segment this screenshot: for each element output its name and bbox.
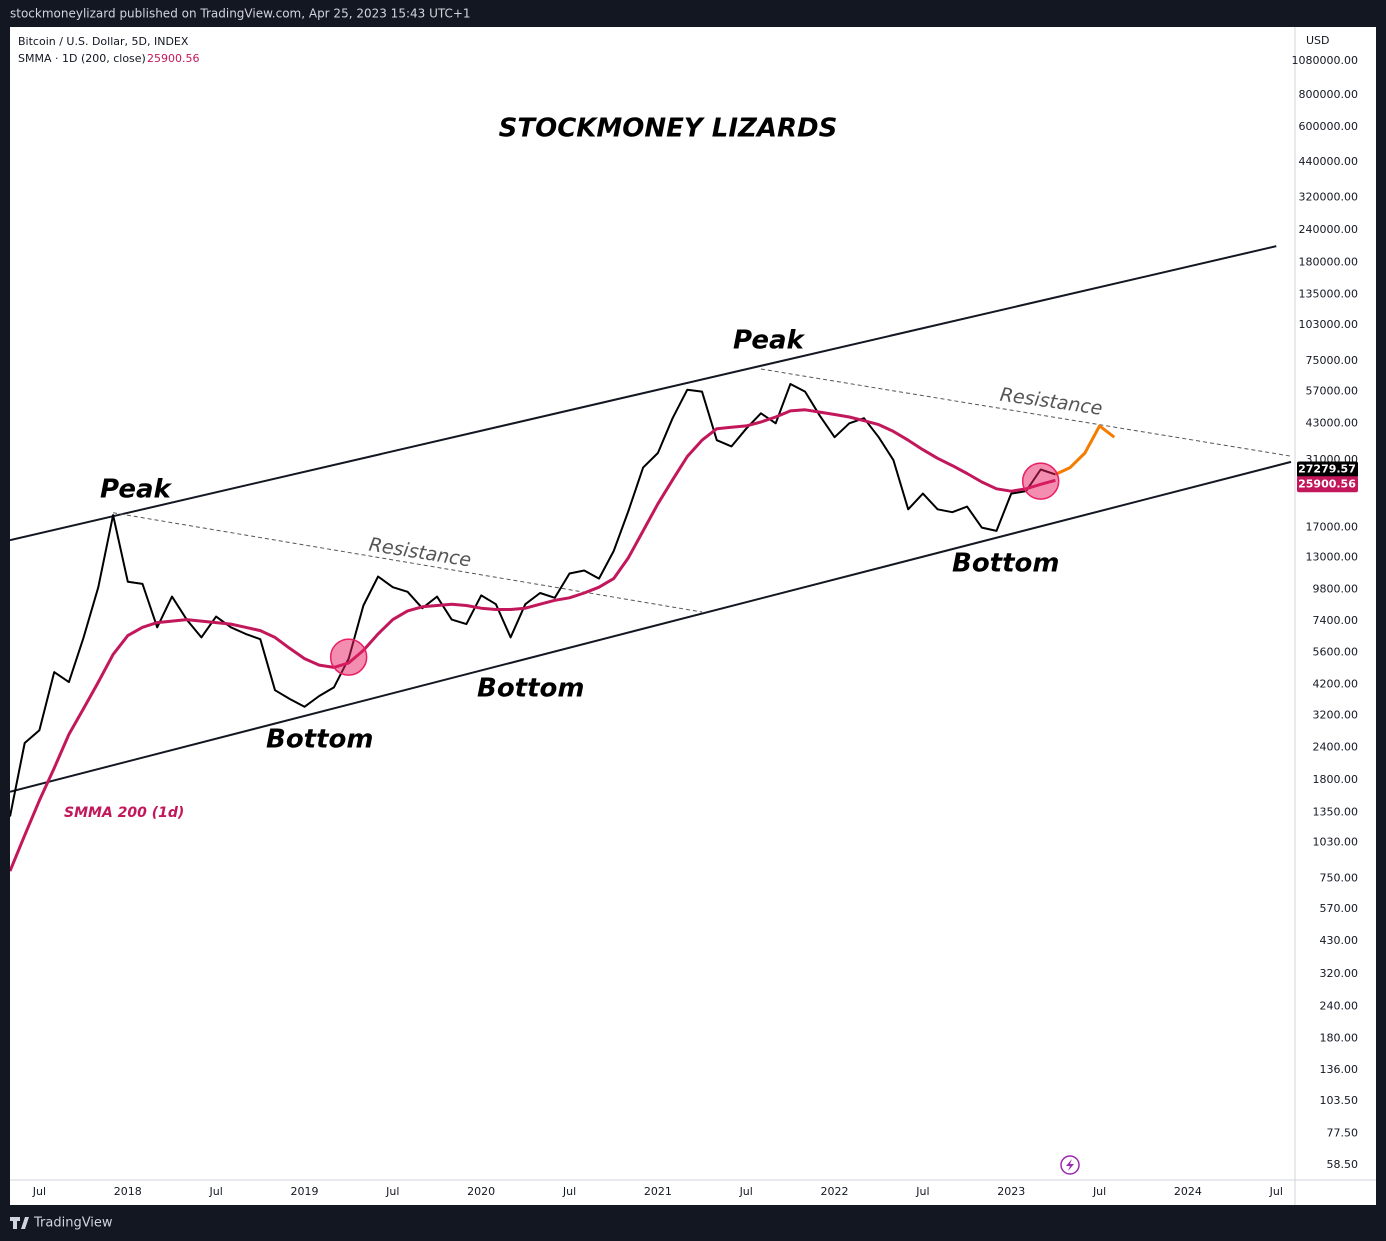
indicator-value: 25900.56 — [147, 52, 200, 65]
channel-line — [10, 460, 1292, 793]
price-box — [1297, 461, 1358, 478]
x-tick-label: Jul — [1269, 1185, 1283, 1198]
y-tick-label: 2400.00 — [1313, 741, 1359, 754]
replay-icon[interactable] — [1060, 1155, 1080, 1175]
y-tick-label: 1350.00 — [1313, 805, 1359, 818]
y-tick-label: 1080000.00 — [1292, 54, 1358, 67]
x-tick-label: 2024 — [1174, 1185, 1202, 1198]
y-tick-label: 57000.00 — [1306, 385, 1359, 398]
symbol-legend: Bitcoin / U.S. Dollar, 5D, INDEX — [18, 35, 189, 48]
highlight-circle — [329, 638, 368, 676]
smma-line — [10, 408, 1056, 872]
peak-label: Peak — [733, 326, 806, 356]
channel-line — [10, 245, 1277, 542]
resistance-line — [760, 368, 1292, 457]
price-box-label: 25900.56 — [1298, 477, 1356, 490]
y-tick-label: 1800.00 — [1313, 773, 1359, 786]
y-tick-label: 13000.00 — [1306, 551, 1359, 564]
x-tick-label: 2019 — [290, 1185, 318, 1198]
forecast-line — [1054, 424, 1116, 476]
y-tick-label: 180.00 — [1320, 1032, 1359, 1045]
x-tick-label: Jul — [32, 1185, 46, 1198]
y-tick-label: 58.50 — [1327, 1158, 1359, 1171]
y-tick-label: 750.00 — [1320, 871, 1359, 884]
y-tick-label: 103000.00 — [1299, 318, 1359, 331]
y-tick-label: 3200.00 — [1313, 708, 1359, 721]
brand: TradingView — [33, 1216, 113, 1231]
x-tick-label: Jul — [562, 1185, 576, 1198]
x-tick-label: 2020 — [467, 1185, 495, 1198]
y-tick-label: 800000.00 — [1299, 88, 1359, 101]
x-tick-label: Jul — [385, 1185, 399, 1198]
y-tick-label: 600000.00 — [1299, 120, 1359, 133]
y-tick-label: 320000.00 — [1299, 191, 1359, 204]
y-tick-label: 135000.00 — [1299, 288, 1359, 301]
x-tick-label: Jul — [915, 1185, 929, 1198]
peak-label: Peak — [100, 475, 173, 505]
x-tick-label: Jul — [208, 1185, 222, 1198]
x-tick-label: 2021 — [644, 1185, 672, 1198]
x-tick-label: 2023 — [997, 1185, 1025, 1198]
y-tick-label: 1030.00 — [1313, 836, 1359, 849]
y-tick-label: 570.00 — [1320, 902, 1359, 915]
y-tick-label: 136.00 — [1320, 1063, 1359, 1076]
indicator-legend: SMMA · 1D (200, close) — [18, 52, 146, 65]
plot-area — [10, 245, 1292, 872]
y-tick-label: 17000.00 — [1306, 521, 1359, 534]
bottom-label: Bottom — [266, 725, 374, 755]
x-tick-label: 2018 — [114, 1185, 142, 1198]
chart-title: STOCKMONEY LIZARDS — [499, 114, 838, 144]
publisher-line: stockmoneylizard published on TradingVie… — [10, 7, 471, 21]
x-tick-label: Jul — [1092, 1185, 1106, 1198]
tradingview-logo[interactable]: TradingView — [10, 1216, 113, 1231]
currency-label: USD — [1306, 34, 1330, 47]
price-line — [10, 383, 1056, 817]
x-tick-label: Jul — [739, 1185, 753, 1198]
y-tick-label: 75000.00 — [1306, 354, 1359, 367]
y-tick-label: 5600.00 — [1313, 645, 1359, 658]
y-tick-label: 180000.00 — [1299, 255, 1359, 268]
y-tick-label: 240.00 — [1320, 999, 1359, 1012]
y-tick-label: 430.00 — [1320, 934, 1359, 947]
y-tick-label: 43000.00 — [1306, 416, 1359, 429]
y-tick-label: 240000.00 — [1299, 223, 1359, 236]
y-tick-label: 103.50 — [1320, 1094, 1359, 1107]
price-box — [1297, 476, 1358, 493]
smma-label: SMMA 200 (1d) — [64, 805, 184, 821]
bottom-label: Bottom — [477, 674, 585, 704]
resistance-line — [112, 512, 703, 613]
y-tick-label: 7400.00 — [1313, 614, 1359, 627]
x-tick-label: 2022 — [821, 1185, 849, 1198]
price-box-label: 27279.57 — [1298, 462, 1356, 475]
y-tick-label: 77.50 — [1327, 1126, 1359, 1139]
highlight-circle — [1021, 462, 1060, 500]
y-tick-label: 440000.00 — [1299, 155, 1359, 168]
y-tick-label: 4200.00 — [1313, 678, 1359, 691]
bottom-label: Bottom — [952, 549, 1060, 579]
y-tick-label: 9800.00 — [1313, 582, 1359, 595]
y-tick-label: 320.00 — [1320, 967, 1359, 980]
